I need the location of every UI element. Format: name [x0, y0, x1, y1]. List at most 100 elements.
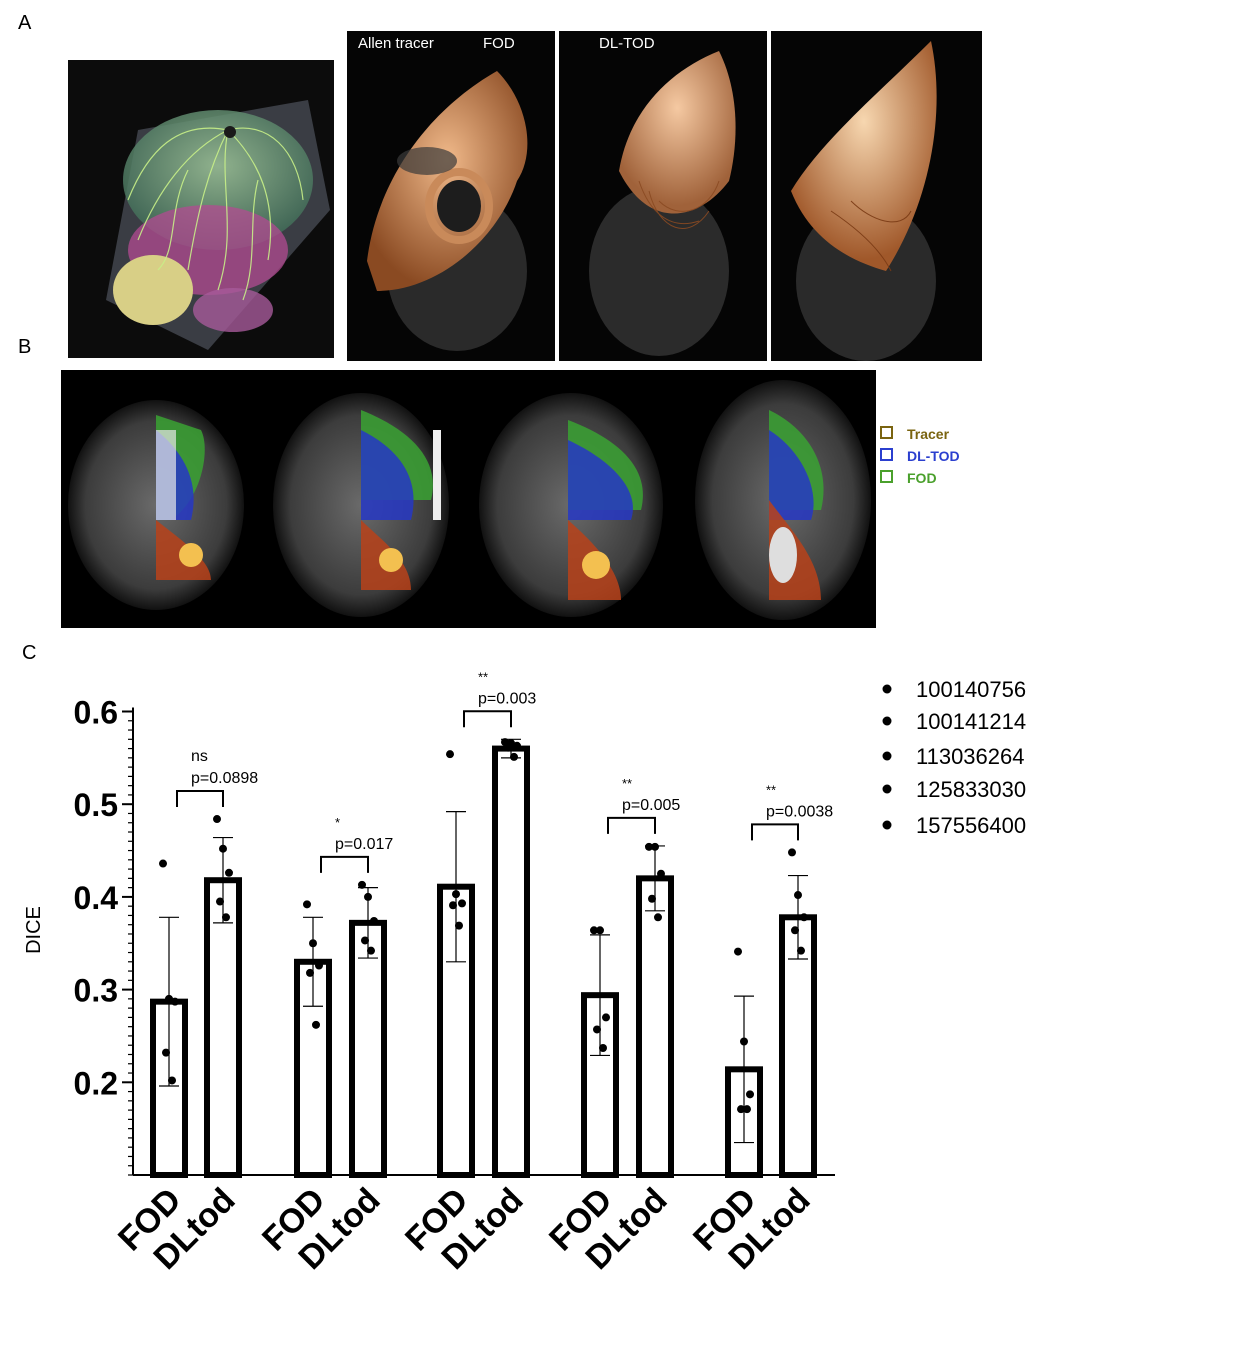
data-point	[510, 752, 518, 761]
y-tick-label: 0.5	[74, 787, 118, 823]
data-point	[367, 946, 375, 955]
legend-swatch-fod	[880, 470, 893, 483]
significance-bracket	[463, 710, 512, 728]
significance-marker: **	[766, 782, 776, 797]
data-point	[645, 842, 653, 851]
data-point	[657, 869, 665, 878]
bar	[636, 875, 674, 1179]
panel-label-c: C	[22, 642, 37, 664]
significance-bracket	[751, 823, 799, 841]
data-point	[171, 997, 179, 1006]
legend-label: 100140756	[916, 677, 1026, 702]
data-point	[797, 946, 805, 955]
allen-tracer-render	[347, 31, 555, 361]
y-tick-label: 0.4	[74, 880, 119, 916]
p-value-label: p=0.003	[478, 690, 536, 707]
significance-bracket	[176, 790, 224, 808]
data-point	[504, 743, 512, 752]
data-point	[303, 900, 311, 909]
data-point	[309, 939, 317, 948]
data-point	[648, 894, 656, 903]
data-point	[794, 891, 802, 900]
data-point	[364, 892, 372, 901]
legend-label: 113036264	[916, 744, 1025, 769]
bar	[204, 877, 242, 1179]
atlas-3d-render	[68, 60, 334, 358]
significance-marker: *	[335, 815, 340, 830]
data-point	[449, 901, 457, 910]
panel-label-a: A	[18, 12, 32, 34]
data-point	[361, 936, 369, 945]
y-tick-label: 0.6	[74, 695, 118, 731]
data-point	[312, 1020, 320, 1029]
legend-marker	[882, 716, 892, 726]
axial-slices-image	[61, 370, 876, 628]
legend-marker	[882, 820, 892, 830]
data-point	[168, 1076, 176, 1085]
data-point	[599, 1044, 607, 1053]
p-value-label: p=0.017	[335, 836, 393, 853]
significance-bracket	[607, 816, 656, 834]
caption-dl-tod: DL-TOD	[599, 35, 655, 52]
legend-marker	[882, 751, 892, 761]
legend-item-fod: FOD	[880, 470, 937, 486]
data-point	[452, 890, 460, 899]
p-value-label: p=0.005	[622, 797, 680, 814]
data-point	[654, 913, 662, 922]
data-point	[306, 968, 314, 977]
legend-label-fod: FOD	[907, 470, 937, 486]
significance-bracket	[320, 855, 369, 873]
data-point	[791, 926, 799, 935]
significance-marker: **	[478, 669, 488, 684]
data-point	[225, 868, 233, 877]
data-point	[219, 844, 227, 853]
data-point	[513, 741, 521, 750]
data-point	[370, 917, 378, 926]
data-point	[737, 1105, 745, 1114]
data-point	[222, 913, 230, 922]
y-axis-label: DICE	[23, 906, 45, 954]
bar	[349, 919, 387, 1178]
data-point	[358, 880, 366, 889]
fod-render	[559, 31, 767, 361]
data-point	[590, 926, 598, 935]
caption-fod: FOD	[483, 35, 515, 52]
data-point	[746, 1090, 754, 1099]
data-point	[734, 947, 742, 956]
data-point	[740, 1037, 748, 1046]
legend-item-tracer: Tracer	[880, 426, 949, 442]
data-point	[458, 899, 466, 908]
panel-label-b: B	[18, 336, 32, 358]
legend-label-dl-tod: DL-TOD	[907, 448, 960, 464]
y-tick-label: 0.3	[74, 973, 118, 1009]
legend-swatch-tracer	[880, 426, 893, 439]
data-point	[315, 961, 323, 970]
p-value-label: p=0.0898	[191, 770, 258, 787]
legend-item-dl-tod: DL-TOD	[880, 448, 960, 464]
data-point	[743, 1105, 751, 1114]
significance-marker: **	[622, 776, 632, 791]
data-point	[651, 842, 659, 851]
data-point	[159, 859, 167, 868]
bar	[437, 883, 475, 1178]
data-point	[596, 926, 604, 935]
data-point	[455, 921, 463, 930]
data-point	[800, 913, 808, 922]
significance-marker: ns	[191, 748, 208, 765]
legend-label: 125833030	[916, 777, 1026, 802]
bar	[492, 745, 530, 1179]
data-point	[788, 848, 796, 857]
p-value-label: p=0.0038	[766, 803, 833, 820]
legend-label: 157556400	[916, 813, 1026, 838]
dice-bar-chart: 0.20.30.40.50.6DICEFODDLtodp=0.0898nsFOD…	[23, 669, 1026, 1277]
legend-label: 100141214	[916, 709, 1026, 734]
dl-tod-render	[771, 31, 982, 361]
legend-marker	[882, 684, 892, 694]
y-tick-label: 0.2	[74, 1065, 118, 1101]
data-point	[165, 994, 173, 1003]
caption-allen-tracer: Allen tracer	[358, 35, 434, 52]
data-point	[213, 815, 221, 824]
data-point	[593, 1025, 601, 1034]
data-point	[162, 1048, 170, 1057]
legend-marker	[882, 784, 892, 794]
